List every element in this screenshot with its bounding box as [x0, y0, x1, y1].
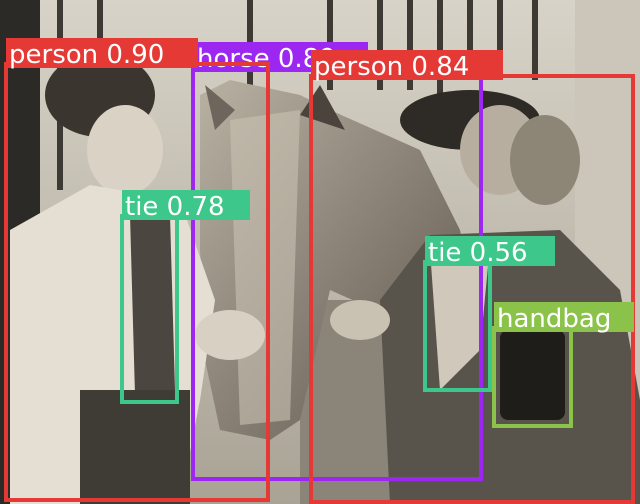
detection-person-left: person 0.90 — [4, 38, 270, 502]
left-woman-shape — [10, 53, 265, 504]
detection-handbag: handbag — [492, 302, 634, 428]
detection-label: handbag — [497, 304, 611, 334]
detection-tie-left: tie 0.78 — [120, 190, 250, 404]
detection-label: tie 0.56 — [428, 238, 528, 268]
detection-label: tie 0.78 — [125, 192, 225, 222]
detection-label: person 0.90 — [9, 40, 164, 70]
detection-tie-right: tie 0.56 — [423, 236, 555, 392]
detection-label: person 0.84 — [314, 52, 469, 82]
detection-person-right: person 0.84 — [309, 50, 635, 504]
